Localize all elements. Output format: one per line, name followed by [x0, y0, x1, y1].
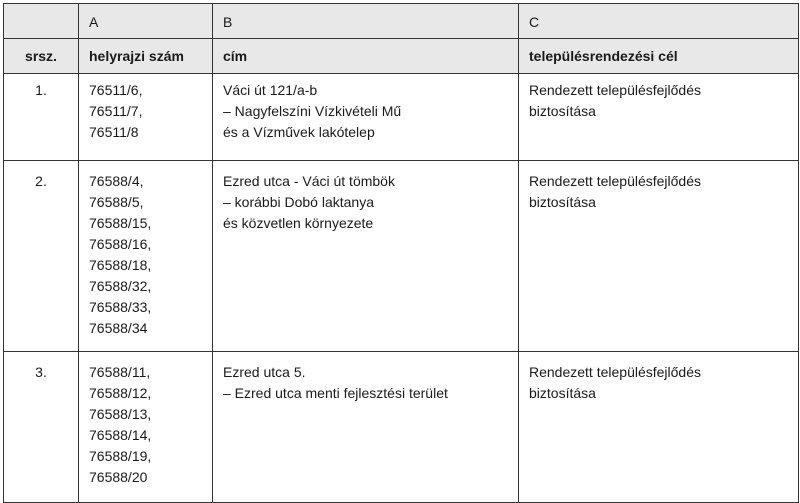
parcel-cell-line: 76511/7,	[89, 103, 143, 119]
header-cell: településrendezési cél	[518, 38, 799, 74]
header-cell: helyrajzi szám	[78, 38, 213, 74]
address-cell-line: Ezred utca 5.	[223, 364, 306, 380]
goal-cell: Rendezett településfejlődés biztosítása	[518, 73, 799, 161]
column-letter-row: A B C	[3, 3, 799, 39]
parcel-cell-line: 76588/13,	[89, 406, 152, 422]
column-letter: C	[518, 3, 799, 39]
parcel-cell-line: 76511/8	[89, 124, 139, 140]
parcel-cell-line: 76588/12,	[89, 385, 152, 401]
table-row: 2. 76588/4, 76588/5, 76588/15, 76588/16, 7658…	[3, 160, 799, 352]
parcel-cell-line: 76588/4,	[89, 173, 144, 189]
parcel-cell-line: 76588/15,	[89, 215, 152, 231]
parcel-cell-line: 76588/32,	[89, 278, 152, 294]
parcel-cell-line: 76511/6,	[89, 82, 143, 98]
goal-cell-line: biztosítása	[529, 385, 596, 401]
parcel-cell-line: 76588/14,	[89, 427, 152, 443]
parcel-cell-line: 76588/11,	[89, 364, 151, 380]
address-cell-line: – korábbi Dobó laktanya	[223, 194, 374, 210]
goal-cell-line: Rendezett településfejlődés	[529, 82, 702, 98]
goal-cell-line: biztosítása	[529, 194, 596, 210]
address-cell: Váci út 121/a-b – Nagyfelszíni Vízkivétel…	[212, 73, 519, 161]
header-row: srsz. helyrajzi szám cím településrendez…	[3, 38, 799, 74]
row-number-cell: 2.	[3, 160, 79, 352]
address-cell-line: Ezred utca - Váci út tömbök	[223, 173, 395, 189]
goal-cell: Rendezett településfejlődés biztosítása	[518, 351, 799, 503]
parcel-cell-line: 76588/18,	[89, 257, 152, 273]
column-letter: A	[78, 3, 213, 39]
parcel-cell-line: 76588/19,	[89, 448, 152, 464]
parcel-cell: 76588/11, 76588/12, 76588/13, 76588/14, 7658…	[78, 351, 213, 503]
goal-cell: Rendezett településfejlődés biztosítása	[518, 160, 799, 352]
address-cell-line: – Nagyfelszíni Vízkivételi Mű	[223, 103, 402, 119]
goal-cell-line: Rendezett településfejlődés	[529, 364, 702, 380]
parcel-cell-line: 76588/5,	[89, 194, 144, 210]
parcel-cell: 76511/6, 76511/7, 76511/8	[78, 73, 213, 161]
header-cell: cím	[212, 38, 519, 74]
row-number-cell: 3.	[3, 351, 79, 503]
parcel-cell-line: 76588/16,	[89, 236, 152, 252]
parcel-cell-line: 76588/33,	[89, 299, 152, 315]
address-cell-line: és közvetlen környezete	[223, 215, 374, 231]
goal-cell-line: biztosítása	[529, 103, 596, 119]
goal-cell-line: Rendezett településfejlődés	[529, 173, 702, 189]
parcel-cell-line: 76588/34	[89, 320, 148, 336]
address-cell-line: Váci út 121/a-b	[223, 82, 318, 98]
row-number-cell: 1.	[3, 73, 79, 161]
column-letter	[3, 3, 79, 39]
address-cell-line: – Ezred utca menti fejlesztési terület	[223, 385, 448, 401]
parcel-cell-line: 76588/20	[89, 469, 148, 485]
address-cell: Ezred utca - Váci út tömbök – korábbi Dob…	[212, 160, 519, 352]
column-letter: B	[212, 3, 519, 39]
header-cell: srsz.	[3, 38, 79, 74]
table-row: 3. 76588/11, 76588/12, 76588/13, 76588/14, 76…	[3, 351, 799, 503]
table-row: 1. 76511/6, 76511/7, 76511/8 Váci út 121/a-b…	[3, 73, 799, 161]
parcel-table: A B C srsz. helyrajzi szám cím település…	[3, 3, 799, 503]
address-cell-line: és a Vízművek lakótelep	[223, 124, 375, 140]
parcel-cell: 76588/4, 76588/5, 76588/15, 76588/16, 76588/…	[78, 160, 213, 352]
address-cell: Ezred utca 5. – Ezred utca menti fejleszt…	[212, 351, 519, 503]
